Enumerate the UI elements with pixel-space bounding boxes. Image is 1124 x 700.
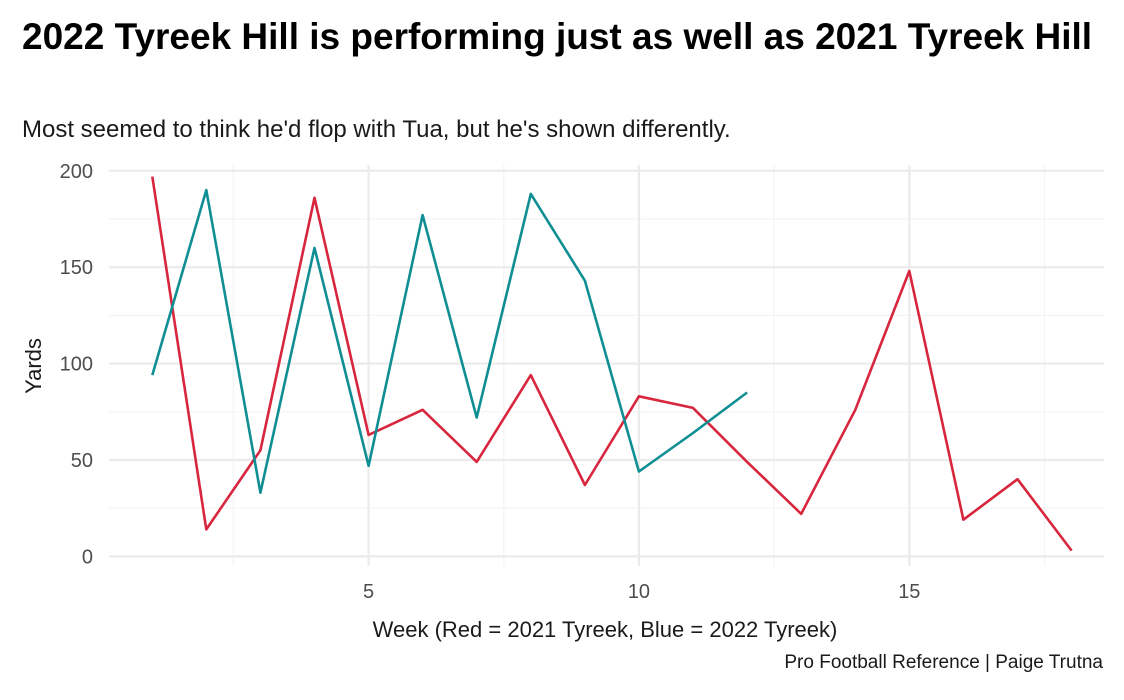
y-tick-label: 200 — [60, 161, 93, 183]
chart-subtitle: Most seemed to think he'd flop with Tua,… — [22, 116, 731, 143]
chart-caption: Pro Football Reference | Paige Trutna — [784, 652, 1103, 673]
x-tick-label: 15 — [898, 581, 920, 603]
y-axis-title: Yards — [21, 338, 46, 394]
y-tick-label: 0 — [82, 546, 93, 568]
x-tick-label: 5 — [363, 581, 374, 603]
y-tick-labels: 0 50 100 150 200 — [60, 161, 93, 569]
series-line-1 — [151, 176, 1073, 552]
y-tick-label: 50 — [71, 450, 93, 472]
x-axis-title: Week (Red = 2021 Tyreek, Blue = 2022 Tyr… — [373, 617, 838, 642]
x-tick-labels: 5 10 15 — [363, 581, 920, 603]
series-line-2 — [151, 188, 748, 495]
series-lines — [151, 176, 1073, 552]
x-tick-label: 10 — [628, 581, 650, 603]
chart-title: 2022 Tyreek Hill is performing just as w… — [22, 16, 1093, 57]
y-tick-label: 100 — [60, 354, 93, 376]
grid-lines — [109, 165, 1104, 566]
y-tick-label: 150 — [60, 257, 93, 279]
